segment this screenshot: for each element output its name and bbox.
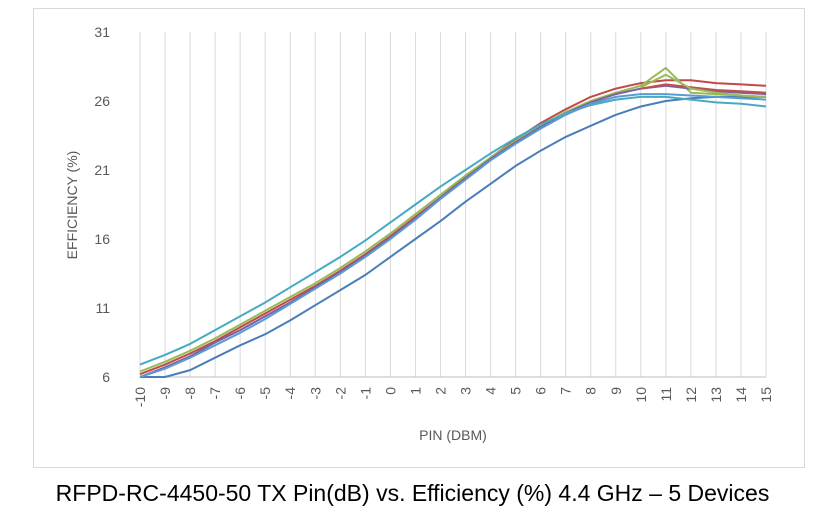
series-line-6	[139, 93, 767, 378]
y-tick-label: 31	[94, 24, 110, 40]
x-tick-label: -7	[207, 387, 223, 400]
series-line-7	[640, 83, 767, 94]
x-tick-label: 7	[558, 387, 574, 395]
x-tick-label: 11	[658, 387, 674, 402]
y-axis-title: EFFICIENCY (%)	[64, 151, 80, 260]
x-tick-label: -8	[182, 387, 198, 400]
x-tick-label: 4	[483, 387, 499, 395]
x-tick-label: -1	[357, 387, 373, 400]
x-tick-label: 1	[407, 387, 423, 395]
x-tick-label: -2	[332, 387, 348, 400]
series-line-3	[139, 66, 767, 373]
x-axis-title: PIN (DBM)	[419, 427, 487, 443]
x-tick-label: -5	[257, 387, 273, 400]
x-tick-label: 13	[708, 387, 724, 403]
x-tick-label: -3	[307, 387, 323, 400]
series-line-5	[139, 95, 767, 366]
y-tick-labels: 6 11 16 21 26 31	[94, 24, 110, 385]
series-line-4	[139, 84, 767, 378]
series-layer	[139, 66, 767, 378]
y-tick-label: 6	[102, 369, 110, 385]
y-tick-label: 21	[94, 162, 110, 178]
x-tick-label: 14	[733, 387, 749, 403]
x-tick-label: -10	[132, 387, 148, 407]
series-line-8	[640, 73, 767, 98]
x-tick-label: -6	[232, 387, 248, 400]
chart-caption: RFPD-RC-4450-50 TX Pin(dB) vs. Efficienc…	[55, 480, 770, 506]
x-tick-label: 12	[683, 387, 699, 403]
y-tick-label: 26	[94, 93, 110, 109]
x-tick-label: 5	[508, 387, 524, 395]
series-line-2	[139, 79, 767, 376]
x-tick-label: -9	[157, 387, 173, 400]
x-tick-label: 8	[583, 387, 599, 395]
x-tick-label: 2	[432, 387, 448, 395]
x-tick-label: 9	[608, 387, 624, 395]
x-tick-label: 0	[382, 387, 398, 395]
series-line-1	[140, 95, 766, 378]
y-tick-label: 11	[95, 300, 110, 316]
x-tick-label: 6	[533, 387, 549, 395]
y-tick-label: 16	[94, 231, 110, 247]
x-tick-label: 3	[458, 387, 474, 395]
x-tick-label: 10	[633, 387, 649, 403]
grid-layer	[139, 32, 767, 378]
x-tick-labels: -10 -9 -8 -7 -6 -5 -4 -3 -2 -1 0 1 2 3 4 5 6 7 8 9 10 11 12 13 1…	[132, 387, 774, 407]
x-tick-label: -4	[282, 387, 298, 400]
x-tick-label: 15	[758, 387, 774, 403]
